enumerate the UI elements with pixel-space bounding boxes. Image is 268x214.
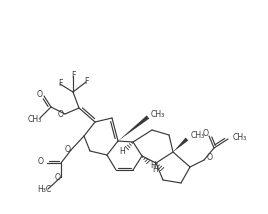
Text: CH₃: CH₃ <box>191 131 205 141</box>
Polygon shape <box>173 138 188 152</box>
Text: F: F <box>71 71 75 80</box>
Polygon shape <box>118 115 149 141</box>
Text: O: O <box>55 172 61 181</box>
Text: CH₃: CH₃ <box>233 132 247 141</box>
Text: H: H <box>119 147 125 156</box>
Text: O: O <box>58 110 64 119</box>
Text: H₃C: H₃C <box>37 186 51 195</box>
Text: O: O <box>203 128 209 138</box>
Text: CH₃: CH₃ <box>151 110 165 119</box>
Text: F: F <box>84 77 88 86</box>
Text: H: H <box>150 160 156 169</box>
Text: O: O <box>207 153 213 162</box>
Text: H: H <box>152 165 158 174</box>
Text: O: O <box>37 89 43 98</box>
Text: CH₃: CH₃ <box>28 114 42 123</box>
Text: O: O <box>38 158 44 166</box>
Text: F: F <box>58 79 62 89</box>
Text: O: O <box>65 146 71 155</box>
